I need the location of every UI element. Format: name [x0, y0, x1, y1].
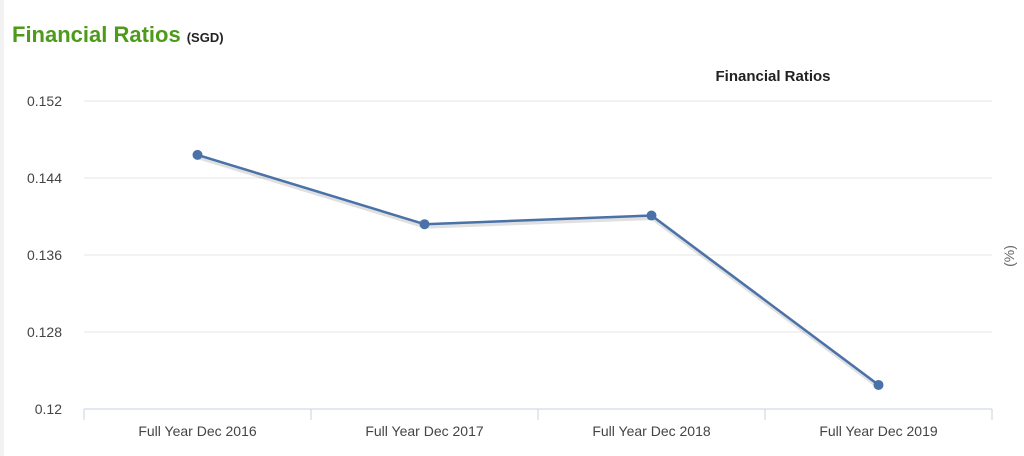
data-point[interactable]: [873, 379, 884, 390]
series-layer: [192, 149, 884, 390]
x-tick-label: Full Year Dec 2017: [365, 423, 484, 439]
y-axis-unit-label: (%): [1001, 245, 1017, 267]
y-tick-label: 0.144: [27, 170, 62, 186]
data-point[interactable]: [192, 149, 203, 160]
data-point[interactable]: [646, 210, 657, 221]
series-line: [197, 153, 880, 386]
x-tick-label: Full Year Dec 2018: [592, 423, 711, 439]
x-tick-label: Full Year Dec 2019: [819, 423, 938, 439]
axis-layer: 0.12 0.128 0.136 0.144 0.152 Full Year Dec 20…: [27, 93, 993, 439]
series-line-shadow: [197, 154, 881, 389]
grid-layer: [84, 100, 992, 333]
page-header: Financial Ratios (SGD): [12, 22, 224, 48]
y-tick-label: 0.128: [27, 324, 62, 340]
x-tick-label: Full Year Dec 2016: [138, 423, 257, 439]
chart-title: Financial Ratios: [715, 68, 830, 85]
data-point[interactable]: [419, 219, 430, 230]
y-tick-label: 0.152: [27, 93, 62, 109]
page-title: Financial Ratios: [12, 22, 181, 47]
currency-label: (SGD): [186, 30, 224, 45]
y-tick-label: 0.136: [27, 247, 62, 263]
y-tick-label: 0.12: [35, 401, 62, 417]
panel-left-border: [0, 0, 4, 456]
